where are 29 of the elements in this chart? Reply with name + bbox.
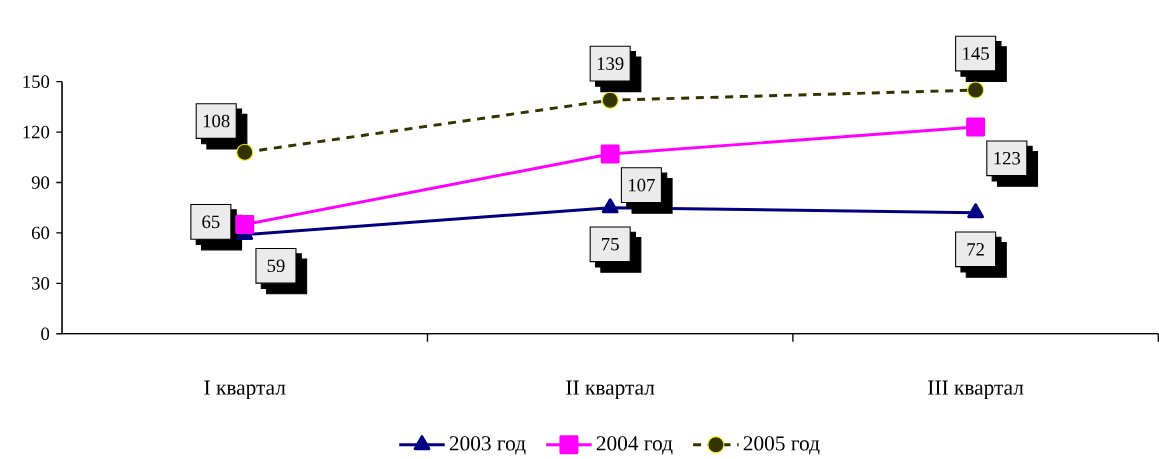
- data-label: 139: [597, 57, 624, 71]
- data-label: 123: [994, 152, 1021, 165]
- data-label: 65: [202, 215, 220, 229]
- data-label: 72: [967, 243, 984, 256]
- legend-label: 2005 год: [743, 436, 820, 455]
- point: [600, 144, 620, 164]
- data-label: 75: [602, 238, 619, 251]
- data-label: 145: [963, 47, 989, 60]
- point: [966, 117, 986, 137]
- data-label: 108: [203, 114, 230, 128]
- data-label: 107: [629, 178, 655, 192]
- x-tick-label: I квартал: [204, 380, 286, 400]
- y-tick-label: 90: [31, 176, 50, 189]
- legend-label: 2003 год: [449, 436, 526, 455]
- point: [967, 81, 985, 99]
- point: [236, 143, 254, 161]
- point: [601, 198, 619, 214]
- x-tick-label: II квартал: [566, 380, 655, 400]
- point: [601, 91, 619, 109]
- legend-label: 2004 год: [596, 436, 673, 455]
- y-tick-label: 0: [41, 327, 50, 341]
- point: [967, 203, 985, 219]
- y-tick-label: 150: [23, 75, 50, 89]
- y-tick-label: 120: [23, 125, 50, 139]
- y-tick-label: 60: [31, 226, 50, 240]
- y-tick-label: 30: [32, 277, 50, 290]
- data-label: 59: [267, 259, 285, 273]
- point: [235, 215, 255, 235]
- x-tick-label: III квартал: [928, 380, 1024, 400]
